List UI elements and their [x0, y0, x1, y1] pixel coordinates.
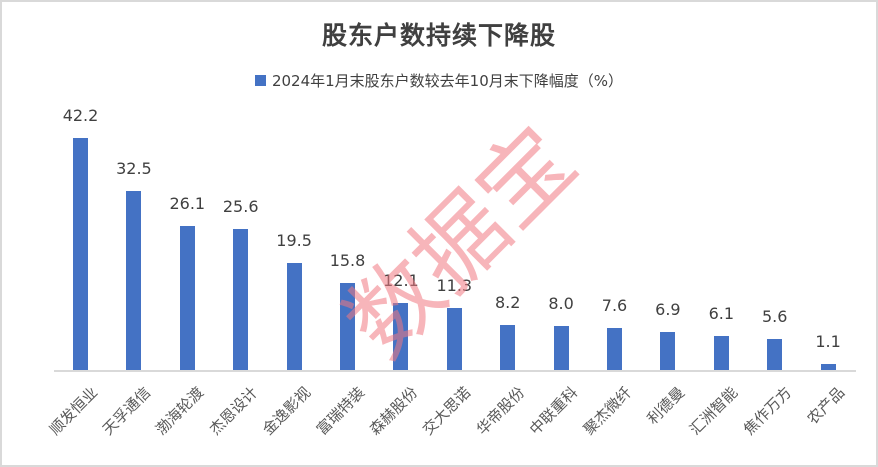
x-tick-label: 渤海轮渡 — [152, 383, 208, 439]
x-tick-label: 华帝股份 — [472, 383, 528, 439]
x-tick-label: 农产品 — [803, 383, 849, 428]
bar — [446, 307, 462, 370]
x-tick-label: 杰恩设计 — [205, 383, 261, 439]
value-label: 6.1 — [708, 304, 735, 324]
value-label: 11.3 — [436, 275, 473, 295]
bar — [500, 324, 516, 370]
x-tick-label: 森赫股份 — [365, 383, 422, 439]
bar — [553, 326, 569, 370]
x-tick-label: 交大思诺 — [419, 383, 475, 439]
x-tick-label: 焦作万方 — [739, 383, 795, 439]
x-tick-label: 汇洲智能 — [686, 383, 742, 439]
x-tick-label: 顺发恒业 — [45, 383, 101, 439]
value-label: 42.2 — [62, 105, 99, 125]
x-tick-label: 中联重科 — [526, 383, 582, 439]
bar — [286, 262, 302, 370]
bar — [820, 363, 836, 370]
bar — [713, 336, 729, 370]
value-label: 26.1 — [169, 194, 206, 214]
value-label: 1.1 — [815, 331, 841, 351]
legend-label: 2024年1月末股东户数较去年10月末下降幅度（%） — [271, 72, 624, 90]
bar — [340, 283, 355, 370]
bar — [73, 137, 88, 370]
x-tick-label: 聚杰微纤 — [579, 383, 635, 439]
chart-title: 股东户数持续下降股 — [321, 21, 556, 50]
x-axis-line — [54, 370, 856, 372]
bar — [179, 226, 195, 370]
value-label: 19.5 — [276, 230, 312, 250]
legend-swatch-icon — [254, 75, 266, 86]
x-tick-label: 金逸影视 — [259, 383, 315, 439]
value-label: 5.6 — [761, 307, 788, 327]
value-label: 25.6 — [222, 197, 259, 217]
value-label: 8.0 — [548, 294, 574, 313]
value-label: 8.2 — [494, 292, 521, 312]
x-tick-label: 利德曼 — [643, 383, 689, 428]
value-label: 15.8 — [329, 251, 366, 271]
bar — [233, 229, 249, 370]
value-label: 6.9 — [655, 300, 681, 320]
x-tick-label: 天孚通信 — [98, 383, 155, 439]
value-label: 7.6 — [601, 296, 628, 316]
bar — [767, 339, 783, 370]
bar — [607, 328, 622, 370]
value-label: 32.5 — [116, 159, 152, 179]
bar — [393, 303, 409, 370]
bar — [126, 191, 142, 370]
bar — [660, 332, 676, 370]
x-tick-label: 富瑞特装 — [312, 383, 368, 439]
value-label: 12.1 — [383, 271, 419, 291]
chart-legend: 2024年1月末股东户数较去年10月末下降幅度（%） — [0, 70, 878, 91]
